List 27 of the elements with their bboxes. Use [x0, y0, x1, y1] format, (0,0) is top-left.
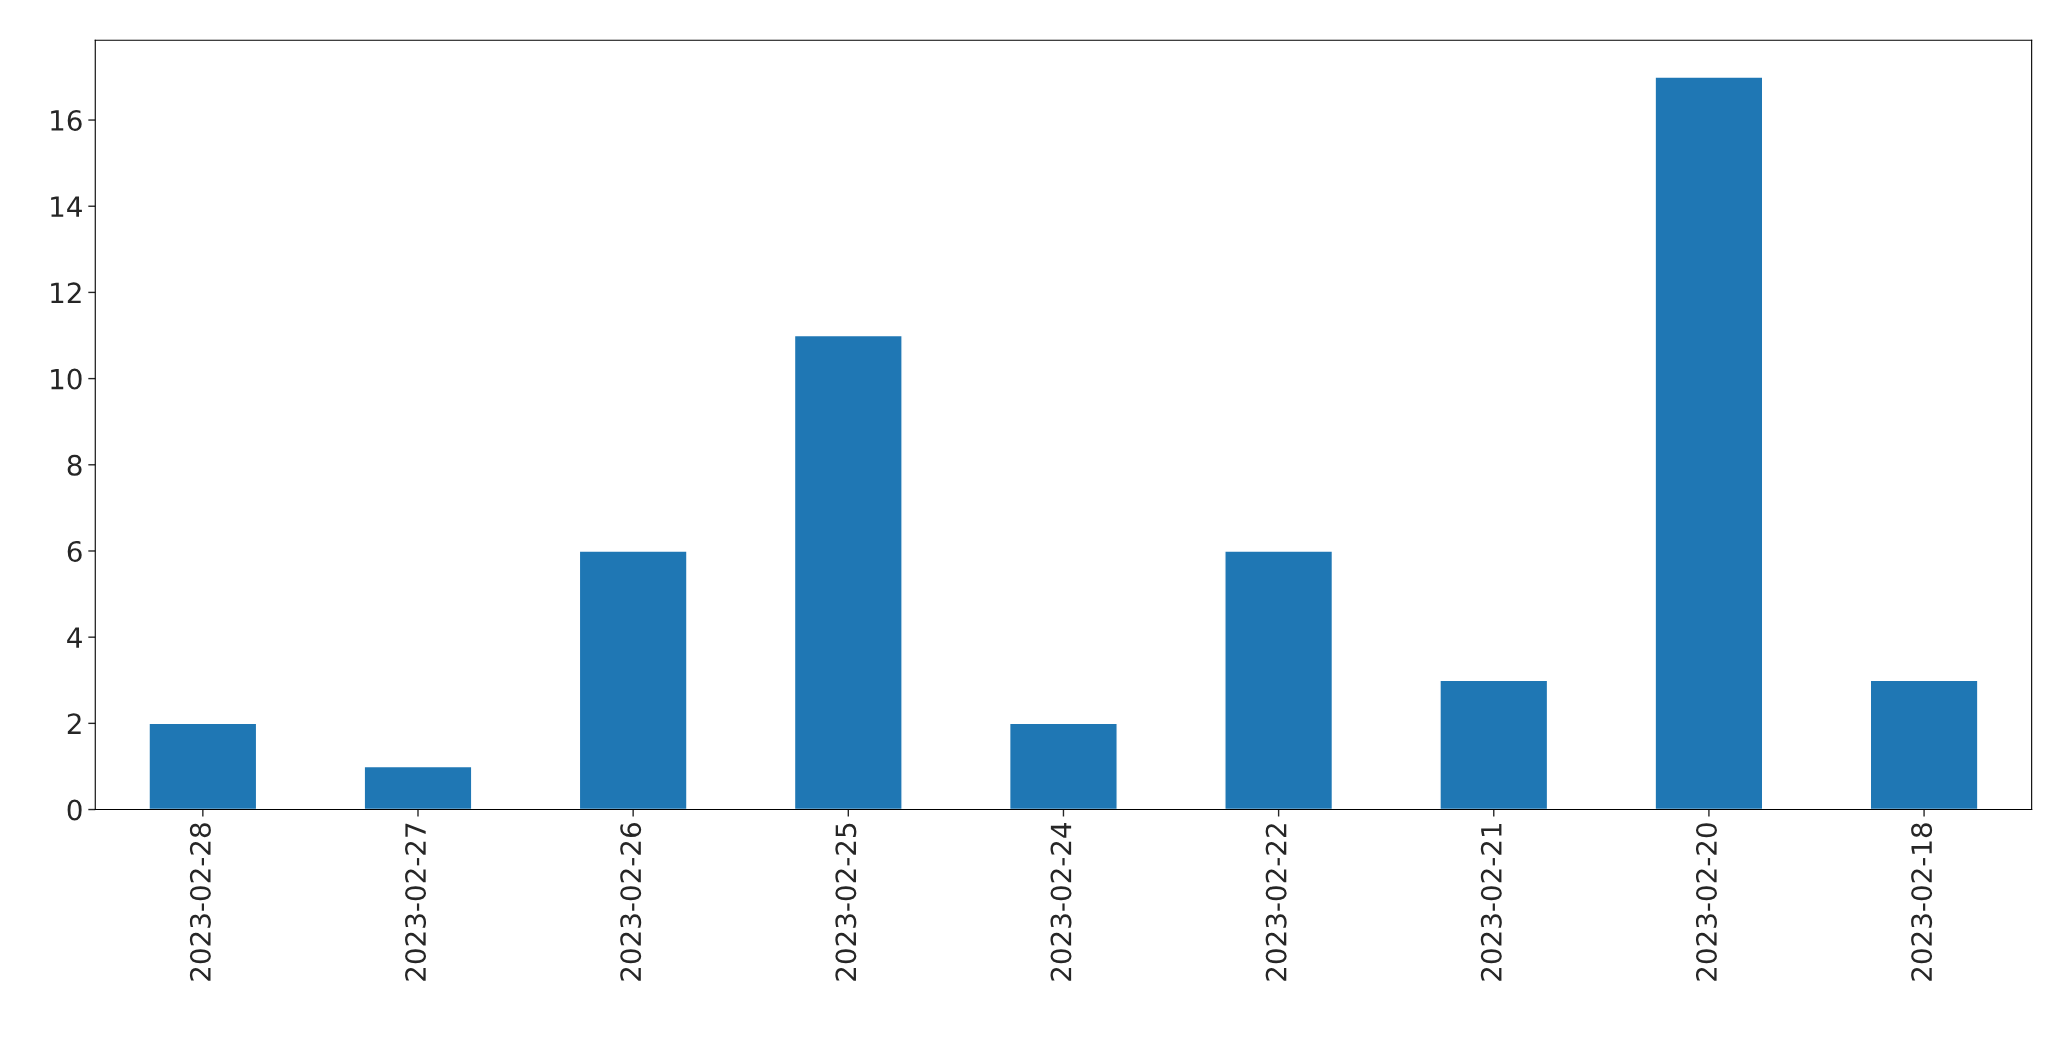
y-tick-label: 2 — [67, 713, 81, 734]
x-tick-label: 2023-02-28 — [189, 823, 211, 981]
y-tick-label: 14 — [51, 196, 82, 217]
bar — [363, 765, 473, 810]
bar — [1008, 722, 1118, 810]
x-tick-label: 2023-02-20 — [1695, 823, 1717, 981]
bar — [1224, 550, 1334, 810]
y-tick-label: 4 — [67, 627, 82, 648]
bar — [578, 550, 688, 810]
x-tick-label: 2023-02-21 — [1480, 823, 1502, 981]
y-tick-label: 12 — [51, 282, 81, 303]
x-tick-label: 2023-02-27 — [405, 823, 427, 981]
y-tick-label: 16 — [51, 109, 82, 131]
x-tick-label: 2023-02-22 — [1265, 824, 1287, 981]
bar — [148, 722, 258, 810]
y-tick-label: 8 — [67, 454, 82, 476]
bar — [1439, 679, 1549, 810]
bar — [1654, 76, 1764, 810]
x-tick-label: 2023-02-18 — [1911, 823, 1933, 981]
x-tick-label: 2023-02-24 — [1050, 822, 1072, 981]
y-tick-label: 6 — [67, 540, 82, 562]
y-tick-label: 10 — [51, 368, 82, 390]
bar — [1869, 679, 1979, 810]
x-tick-label: 2023-02-26 — [620, 823, 642, 981]
y-tick-label: 0 — [67, 799, 82, 821]
bar — [793, 334, 903, 810]
x-tick-label: 2023-02-25 — [835, 823, 857, 981]
